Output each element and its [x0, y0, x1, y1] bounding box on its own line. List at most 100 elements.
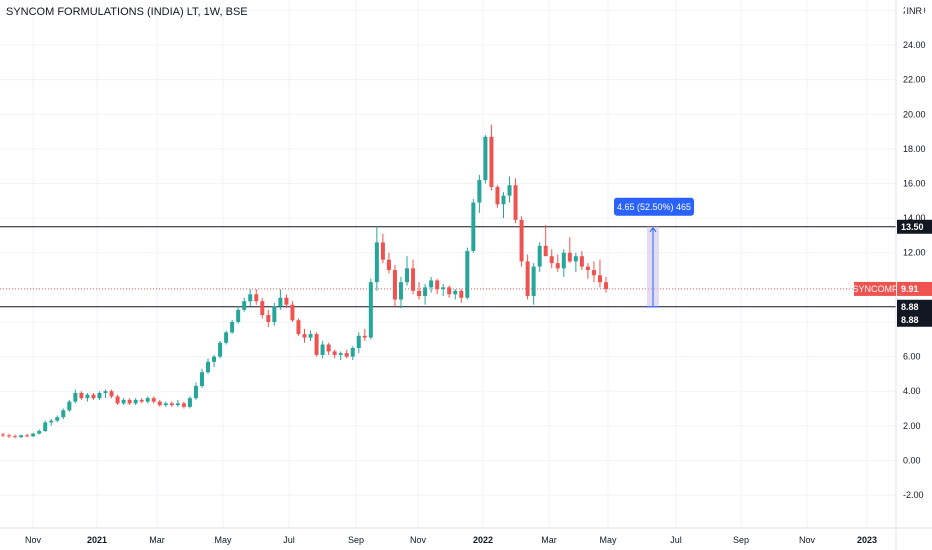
candle [278, 289, 283, 310]
candle [531, 263, 536, 305]
candle [175, 399, 180, 407]
x-tick-label: Sep [348, 535, 364, 545]
candle-body [169, 403, 174, 406]
candle-body [296, 320, 301, 335]
x-tick-label: Sep [733, 535, 749, 545]
candle [501, 192, 506, 219]
y-tick-label: 0.00 [903, 455, 921, 465]
candle-body [230, 321, 235, 333]
candle-body [350, 347, 355, 357]
candle [145, 396, 150, 404]
candle-body [423, 287, 428, 297]
candle [230, 320, 235, 335]
candle-body [278, 297, 283, 307]
candle-body [272, 306, 277, 322]
candle [115, 394, 120, 406]
y-tick-label: 4.00 [903, 386, 921, 396]
candle-body [543, 245, 548, 257]
candle-body [218, 342, 223, 357]
candle-body [585, 266, 590, 271]
candle [260, 297, 265, 319]
candle-body [320, 344, 325, 355]
candle [212, 354, 217, 368]
candle-body [338, 353, 343, 355]
candle-body [55, 417, 60, 421]
candle [549, 249, 554, 269]
candle-body [405, 268, 410, 283]
candle [405, 256, 410, 286]
x-tick-label: Nov [25, 535, 42, 545]
candle-body [573, 256, 578, 262]
candle-body [411, 268, 416, 291]
level-label-lower-bg [897, 299, 932, 314]
candle-body [67, 401, 72, 411]
candle-body [284, 297, 289, 305]
candle-body [380, 242, 385, 260]
candle-body [597, 275, 602, 283]
candle-body [248, 294, 253, 302]
candle [561, 249, 566, 277]
candle [477, 174, 482, 213]
candle-body [477, 180, 482, 203]
candle [525, 254, 530, 300]
candle [417, 282, 422, 300]
x-tick-label: Mar [541, 535, 557, 545]
candle-body [266, 315, 271, 322]
candle [374, 226, 379, 291]
candle-body [513, 185, 518, 220]
candlesticks [1, 124, 608, 438]
candle [193, 382, 198, 400]
candle [79, 391, 84, 400]
candle [290, 301, 295, 322]
candle [483, 135, 488, 184]
candle [254, 289, 259, 305]
candle [507, 176, 512, 203]
candle [555, 254, 560, 272]
candle [604, 276, 608, 293]
x-tick-label: 2022 [473, 535, 493, 545]
candle-body [133, 399, 138, 404]
candle-body [61, 410, 66, 418]
y-tick-label: 14.00 [903, 213, 926, 223]
candle [459, 289, 464, 303]
candle [157, 399, 162, 407]
x-tick-label: Mar [149, 535, 165, 545]
candle-body [73, 392, 78, 402]
candle [495, 185, 500, 208]
candle [224, 330, 229, 345]
candle-body [302, 334, 307, 338]
x-tick-label: Jul [670, 535, 682, 545]
x-tick-label: Nov [799, 535, 816, 545]
candle [1, 432, 5, 438]
candle-body [459, 290, 464, 298]
candle [127, 398, 132, 406]
candle [43, 420, 48, 432]
candle-body [115, 396, 120, 404]
candle [296, 318, 301, 336]
candle [597, 259, 602, 288]
candle-body [193, 386, 198, 399]
candle [206, 358, 211, 374]
price-range-measure[interactable]: 4.65 (52.50%) 465 [614, 197, 694, 308]
candle-body [290, 304, 295, 321]
candle-body [199, 372, 204, 387]
grid [0, 0, 896, 528]
candle-body [25, 435, 30, 437]
candle-body [386, 259, 391, 271]
candle [344, 349, 349, 359]
candle [7, 433, 12, 438]
y-tick-label: 12.00 [903, 248, 926, 258]
candle-body [187, 398, 192, 407]
candle-body [139, 399, 144, 402]
candle [320, 341, 325, 359]
candle [181, 401, 186, 409]
candle [579, 251, 584, 271]
candle-body [97, 392, 102, 399]
candle [242, 297, 247, 312]
candle-body [109, 391, 114, 397]
candle-body [435, 280, 440, 290]
candle [489, 124, 494, 191]
candle-body [483, 136, 488, 181]
